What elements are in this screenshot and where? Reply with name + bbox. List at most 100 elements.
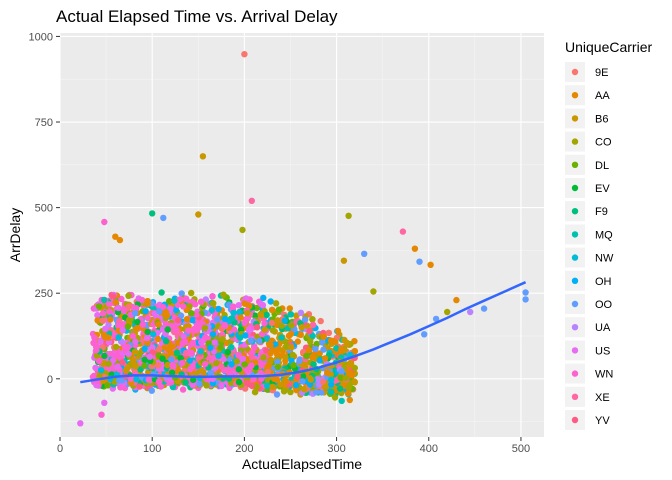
x-tick-label: 500 (512, 443, 530, 455)
data-point (151, 310, 158, 317)
data-point (346, 396, 353, 404)
legend-label-aa: AA (595, 90, 610, 102)
data-point (299, 378, 306, 385)
data-point (116, 318, 123, 325)
data-point (164, 326, 171, 333)
data-point (150, 331, 157, 338)
data-point (338, 346, 345, 353)
data-point-outlier (444, 308, 451, 316)
data-point (314, 376, 321, 383)
legend-label-b6: B6 (595, 113, 608, 125)
data-point-outlier (160, 214, 167, 222)
data-point (136, 383, 143, 390)
legend-label-dl: DL (595, 160, 609, 172)
data-point-outlier (239, 226, 246, 234)
data-point (139, 321, 146, 328)
data-point (309, 332, 316, 340)
legend-key-oo (571, 300, 579, 308)
data-point (269, 327, 277, 334)
data-point (272, 300, 280, 307)
data-point (293, 381, 300, 389)
data-point (241, 361, 248, 368)
data-point (109, 357, 117, 364)
y-tick-label: 750 (35, 117, 53, 129)
data-point (125, 350, 132, 358)
data-point (290, 362, 297, 369)
data-point-outlier (241, 51, 248, 58)
data-point (172, 306, 180, 314)
data-point (131, 309, 139, 317)
data-point (173, 349, 181, 356)
data-point-outlier (522, 296, 529, 303)
data-point (179, 386, 187, 393)
data-point (92, 364, 99, 371)
data-point (215, 305, 222, 313)
legend-label-oo: OO (595, 299, 613, 311)
data-point (224, 348, 232, 356)
legend-key-wn (571, 370, 579, 377)
data-point (345, 384, 353, 391)
data-point-outlier (98, 411, 105, 418)
data-point (261, 320, 268, 327)
data-point (115, 304, 122, 312)
data-point (189, 339, 197, 347)
data-point (142, 308, 149, 315)
data-point (180, 303, 187, 310)
data-point (237, 326, 245, 333)
data-point (307, 338, 314, 345)
data-point (338, 397, 345, 405)
data-point (94, 317, 101, 324)
data-point (282, 353, 289, 361)
data-point (260, 354, 267, 361)
data-point (109, 293, 117, 300)
data-point (244, 379, 251, 386)
data-point (316, 357, 324, 364)
data-point (259, 302, 266, 309)
data-point (236, 334, 244, 341)
data-point (209, 331, 217, 338)
data-point (320, 346, 327, 353)
data-point (242, 316, 249, 323)
data-point (244, 309, 251, 317)
legend-label-wn: WN (595, 369, 613, 381)
data-point (122, 367, 130, 374)
data-point (332, 338, 339, 346)
data-point (174, 317, 182, 324)
legend-label-ev: EV (595, 183, 610, 195)
data-point (202, 334, 209, 341)
data-point (118, 295, 125, 303)
x-tick-label: 100 (143, 443, 161, 455)
data-point (93, 347, 100, 354)
data-point (273, 346, 281, 353)
y-tick-label: 1000 (29, 31, 53, 43)
data-point (306, 327, 313, 335)
data-point (132, 362, 139, 370)
y-axis-title: ArrDelay (7, 208, 23, 262)
data-point (294, 338, 301, 345)
data-point (149, 344, 156, 351)
data-point-outlier (195, 211, 202, 218)
data-point (145, 376, 152, 383)
data-point (323, 383, 330, 390)
data-point (102, 334, 109, 341)
data-point-outlier (101, 399, 108, 406)
data-point-outlier (101, 218, 108, 226)
data-point (268, 306, 276, 314)
legend-key-xe (571, 393, 579, 400)
data-point (211, 339, 218, 346)
data-point (220, 291, 227, 298)
legend-label-nw: NW (595, 253, 614, 265)
legend-label-co: CO (595, 137, 612, 149)
data-point (141, 362, 148, 369)
y-axis-ticks: 0 250 500 750 1000 (29, 31, 60, 386)
data-point (106, 301, 113, 308)
data-point-outlier (453, 296, 460, 304)
data-point (347, 361, 355, 368)
data-point (236, 309, 243, 316)
data-point (102, 325, 109, 333)
data-point (317, 317, 324, 325)
data-point (313, 340, 320, 348)
data-point (300, 385, 308, 393)
data-point (268, 319, 275, 327)
